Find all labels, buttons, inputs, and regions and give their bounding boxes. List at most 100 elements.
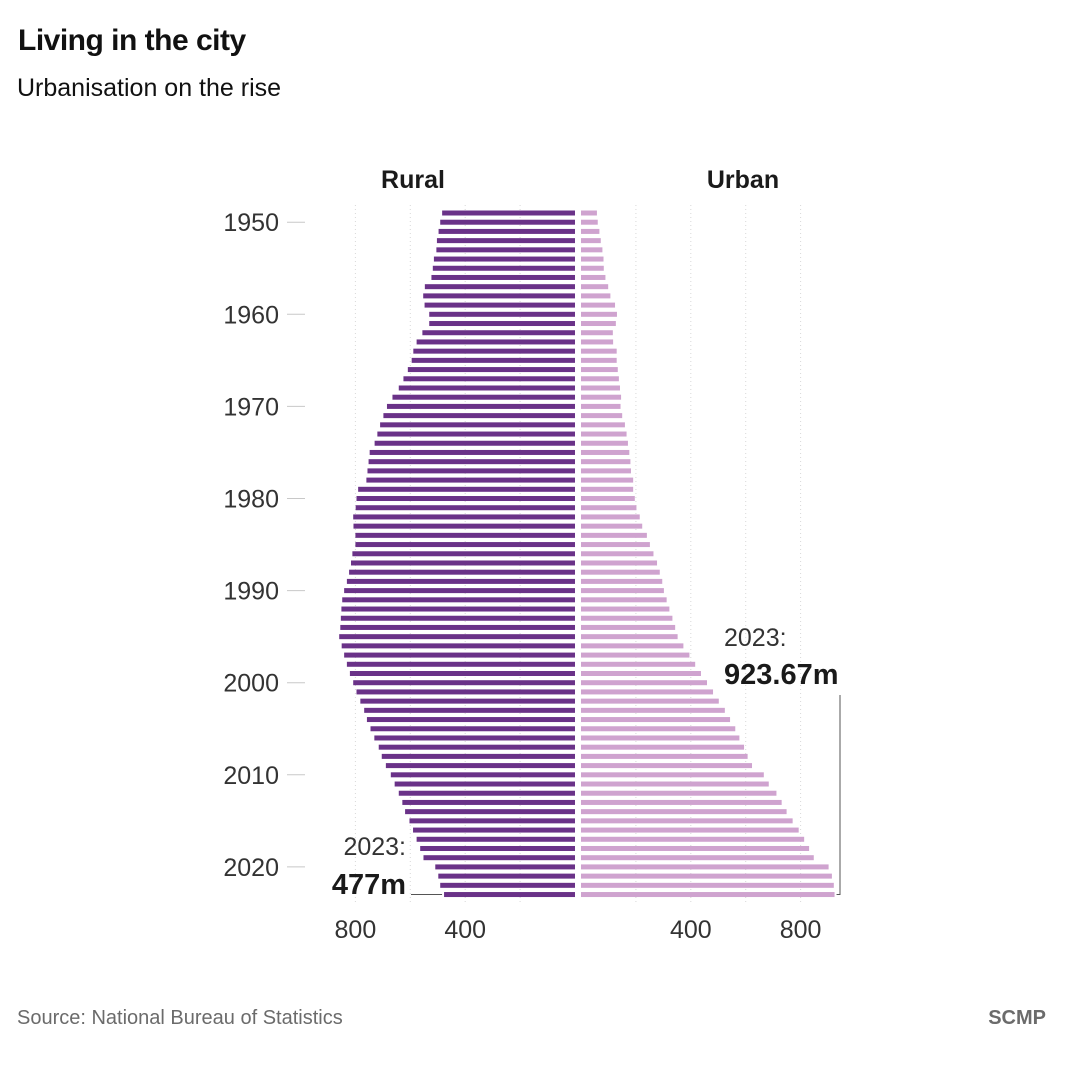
rural-bar <box>349 671 575 676</box>
rural-bar <box>386 403 575 409</box>
urban-bar <box>581 560 658 566</box>
rural-bar <box>380 422 575 428</box>
urban-bar <box>581 726 736 732</box>
urban-bar <box>581 845 810 851</box>
urban-bar <box>581 486 634 492</box>
urban-bar <box>581 449 630 455</box>
urban-bar <box>581 357 617 363</box>
urban-bar <box>581 671 701 676</box>
rural-bar <box>424 302 575 308</box>
rural-bar <box>366 717 575 723</box>
urban-bar <box>581 238 601 244</box>
year-tick-label: 2000 <box>223 670 279 698</box>
urban-bar <box>581 505 637 511</box>
urban-bar <box>581 274 606 280</box>
value-axis: 800 400 400 800 <box>335 916 822 944</box>
rural-bar <box>405 809 575 815</box>
rural-bar <box>340 624 575 630</box>
urban-bar <box>581 781 769 787</box>
rural-bar <box>358 486 575 492</box>
rural-bar <box>342 597 575 603</box>
rural-bar <box>355 532 575 538</box>
rural-series <box>339 210 575 898</box>
rural-annotation-value: 477m <box>332 869 406 901</box>
rural-bar <box>438 873 575 879</box>
rural-bar <box>429 311 575 317</box>
rural-bar <box>429 321 575 327</box>
rural-bar <box>432 265 575 271</box>
urban-bar <box>581 532 647 538</box>
urban-header: Urban <box>707 166 779 194</box>
rural-bar <box>394 781 575 787</box>
rural-bar <box>374 440 575 446</box>
urban-bar <box>581 763 753 769</box>
urban-bar <box>581 790 777 796</box>
rural-bar <box>442 210 575 216</box>
rural-bar <box>433 256 575 262</box>
rural-bar <box>346 661 575 667</box>
urban-bar <box>581 321 616 327</box>
urban-bar <box>581 753 748 759</box>
urban-bar <box>581 440 628 446</box>
urban-bar <box>581 606 670 612</box>
year-tick-label: 2010 <box>223 762 279 790</box>
rural-bar <box>440 219 575 225</box>
rural-bar <box>436 247 575 253</box>
rural-bar <box>370 726 575 732</box>
urban-annotation-leader <box>836 695 841 896</box>
urban-bar <box>581 293 611 299</box>
rural-bar <box>383 413 575 419</box>
urban-bar <box>581 256 604 262</box>
urban-bar <box>581 578 663 584</box>
rural-value-tick-label: 800 <box>335 916 377 944</box>
year-tick-label: 1960 <box>223 301 279 329</box>
urban-bar <box>581 376 619 382</box>
chart-title: Living in the city <box>18 24 246 57</box>
rural-bar <box>402 799 575 805</box>
urban-bar <box>581 367 618 373</box>
urban-bar <box>581 348 617 354</box>
rural-bar <box>341 643 575 649</box>
urban-bar <box>581 468 631 474</box>
urban-bar <box>581 818 793 824</box>
urban-bar <box>581 403 621 409</box>
urban-bar <box>581 339 614 345</box>
rural-2023-annotation: 2023: 477m <box>332 833 443 901</box>
rural-bar <box>364 707 575 713</box>
urban-bar <box>581 680 707 686</box>
rural-bar <box>344 652 575 658</box>
rural-bar <box>423 855 575 861</box>
rural-bar <box>435 864 575 870</box>
rural-annotation-year: 2023: <box>343 833 406 861</box>
urban-bar <box>581 873 832 879</box>
urban-bar <box>581 689 714 695</box>
rural-bar <box>444 892 575 898</box>
urban-bar <box>581 836 805 842</box>
rural-bar <box>416 339 575 345</box>
urban-annotation-value: 923.67m <box>724 659 839 691</box>
rural-bar <box>381 753 575 759</box>
urban-bar <box>581 661 696 667</box>
rural-header: Rural <box>381 166 445 194</box>
rural-bar <box>352 551 575 557</box>
rural-bar <box>355 542 575 548</box>
urban-bar <box>581 827 799 833</box>
urban-bar <box>581 311 617 317</box>
rural-bar <box>356 689 575 695</box>
urban-bar <box>581 210 597 216</box>
rural-bar <box>407 367 575 373</box>
urban-bar <box>581 735 740 741</box>
urban-bar <box>581 219 598 225</box>
rural-bar <box>340 615 575 621</box>
urban-bar <box>581 431 627 437</box>
rural-bar <box>368 459 575 465</box>
source-note: Source: National Bureau of Statistics <box>17 1007 343 1029</box>
rural-bar <box>390 772 575 778</box>
rural-bar <box>398 385 575 391</box>
rural-bar <box>378 744 575 750</box>
urban-bar <box>581 542 650 548</box>
urban-bar <box>581 882 834 888</box>
brand-logo: SCMP <box>988 1007 1046 1029</box>
rural-bar <box>360 698 575 704</box>
urban-bar <box>581 799 782 805</box>
